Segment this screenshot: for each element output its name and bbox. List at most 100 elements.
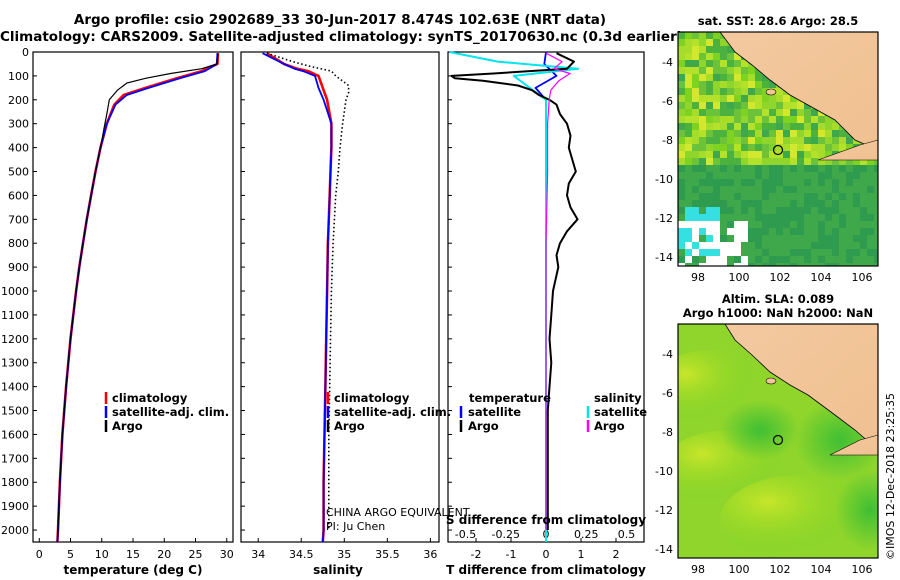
sst-map-cell	[832, 158, 839, 165]
sst-map-cell	[804, 165, 811, 172]
sst-map-cell	[860, 165, 867, 172]
sst-map-cell	[692, 144, 699, 151]
sst-map-cell	[832, 144, 839, 151]
sla-map	[678, 324, 878, 558]
sst-map-cell	[832, 242, 839, 249]
diff-legend-salinity: salinity	[594, 391, 642, 405]
sst-map-cell	[720, 179, 727, 186]
sst-map-cell	[741, 74, 748, 81]
sst-map-cell	[818, 200, 825, 207]
temperature-panel-frame	[32, 51, 234, 543]
sst-map-cell	[727, 193, 734, 200]
sst-map-cell	[804, 207, 811, 214]
sla-map-y-tick-label: -4	[662, 348, 673, 361]
depth-tick-label: 1200	[1, 333, 29, 346]
sst-map-cell	[699, 116, 706, 123]
sst-map-cell	[720, 144, 727, 151]
sst-map-cell	[825, 214, 832, 221]
sst-map-cell	[818, 130, 825, 137]
sal-legend-argo: Argo	[334, 419, 365, 433]
legend-climatology: climatology	[112, 391, 188, 405]
sst-map-cell	[713, 109, 720, 116]
sst-map-cell	[755, 74, 762, 81]
sst-map-cell	[839, 207, 846, 214]
sst-map-cell	[783, 200, 790, 207]
sst-map-cell	[734, 221, 741, 228]
sst-map-cell	[797, 221, 804, 228]
sst-map-cell	[755, 158, 762, 165]
sst-map-cell	[769, 172, 776, 179]
sst-map-cell	[825, 158, 832, 165]
sst-map-cell	[741, 249, 748, 256]
difference-series-temperature-argo	[450, 52, 579, 530]
sst-map-cell	[734, 102, 741, 109]
sst-map-cell	[734, 123, 741, 130]
sst-map-cell	[678, 39, 685, 46]
sst-map-cell	[678, 165, 685, 172]
sst-map-cell	[769, 263, 776, 266]
sst-map-cell	[755, 186, 762, 193]
sst-map-cell	[832, 172, 839, 179]
sst-map-cell	[678, 207, 685, 214]
sst-map-cell	[769, 130, 776, 137]
sst-map-cell	[769, 102, 776, 109]
sst-map-cell	[734, 179, 741, 186]
sst-map-cell	[699, 193, 706, 200]
sst-map-cell	[727, 158, 734, 165]
sst-map-cell	[678, 214, 685, 221]
temperature-series-climatology	[56, 53, 220, 543]
sst-map-cell	[839, 242, 846, 249]
sst-map-cell	[678, 74, 685, 81]
sst-map-cell	[685, 46, 692, 53]
sst-map-cell	[818, 263, 825, 266]
depth-tick-label: 100	[8, 70, 29, 83]
sst-map-cell	[776, 228, 783, 235]
sst-map-cell	[811, 137, 818, 144]
sst-map-cell	[853, 186, 860, 193]
sst-map-cell	[776, 214, 783, 221]
diff-legend-s-satellite: satellite	[594, 405, 647, 419]
difference-x-tick-label: 2	[613, 548, 620, 561]
difference-top-tick-label: 0.25	[574, 528, 599, 541]
sst-map-cell	[776, 221, 783, 228]
sst-map-cell	[811, 116, 818, 123]
sst-map-cell	[867, 214, 874, 221]
sst-map-cell	[692, 172, 699, 179]
diff-legend-s-argo: Argo	[594, 419, 625, 433]
sst-map-cell	[762, 158, 769, 165]
depth-tick-label: 400	[8, 142, 29, 155]
sst-map-cell	[713, 256, 720, 263]
sst-map-cell	[867, 200, 874, 207]
sst-map-cell	[741, 102, 748, 109]
sst-map-cell	[783, 179, 790, 186]
sst-map-cell	[825, 235, 832, 242]
sst-map-cell	[692, 193, 699, 200]
sst-map-cell	[832, 256, 839, 263]
sst-map-cell	[678, 130, 685, 137]
sst-map-cell	[874, 193, 878, 200]
sst-map-cell	[699, 158, 706, 165]
sst-map-cell	[685, 32, 692, 39]
sst-map-cell	[790, 207, 797, 214]
sst-map-cell	[720, 116, 727, 123]
sst-map-cell	[783, 102, 790, 109]
sst-map-cell	[790, 249, 797, 256]
sst-map-cell	[678, 221, 685, 228]
sst-map-cell	[804, 242, 811, 249]
sst-map-cell	[846, 256, 853, 263]
sst-map-cell	[811, 158, 818, 165]
sst-map-cell	[692, 186, 699, 193]
sst-map-cell	[734, 214, 741, 221]
sst-map-cell	[790, 116, 797, 123]
sst-map-cell	[846, 207, 853, 214]
sst-map-cell	[783, 172, 790, 179]
sst-map-x-tick-label: 106	[852, 271, 873, 284]
sst-map-cell	[783, 130, 790, 137]
depth-tick-label: 1800	[1, 476, 29, 489]
sst-map-cell	[846, 263, 853, 266]
depth-tick-label: 500	[8, 166, 29, 179]
sst-map-cell	[839, 221, 846, 228]
sst-map-cell	[720, 228, 727, 235]
sst-map-cell	[790, 193, 797, 200]
sst-map-cell	[741, 81, 748, 88]
